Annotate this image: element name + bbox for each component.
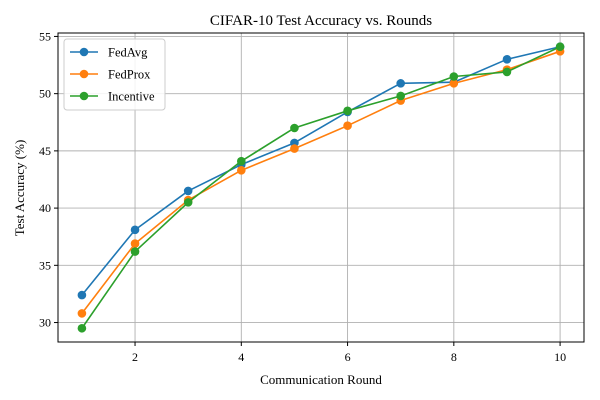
x-tick-label: 2 [132,350,138,364]
data-point-fedprox [449,79,459,88]
series-layer [77,42,565,333]
data-point-fedprox [343,121,352,130]
y-tick-label: 55 [39,29,51,43]
x-tick-label: 10 [554,350,566,364]
plot-frame [57,32,585,343]
x-tick-label: 8 [451,350,457,364]
series-line-incentive [81,46,561,329]
legend-label-fedprox: FedProx [108,68,151,82]
data-point-incentive [183,198,193,207]
data-point-fedprox [130,239,140,248]
data-point-fedprox [290,144,299,153]
legend-label-incentive: Incentive [108,90,155,104]
data-point-incentive [77,323,87,333]
x-tick-label: 4 [238,350,244,364]
data-point-incentive [290,123,299,133]
y-tick-label: 35 [39,258,51,272]
data-point-incentive [343,106,352,116]
ticks-layer: 2 4 6 8 10 30 35 40 45 50 55 [39,29,566,364]
data-point-fedprox [77,309,87,318]
data-point-fedavg [502,55,512,64]
legend-marker-fedavg [79,47,89,57]
data-point-incentive [237,156,246,166]
data-point-fedavg [130,225,140,235]
data-point-fedavg [77,290,87,300]
y-axis-label: Test Accuracy (%) [12,140,27,237]
x-axis-label: Communication Round [260,372,382,387]
legend-marker-incentive [79,91,89,101]
series-fedprox [77,47,565,318]
grid-layer [58,33,584,342]
data-point-fedavg [183,186,193,196]
data-point-incentive [396,91,405,101]
y-tick-label: 50 [39,87,51,101]
y-tick-label: 40 [39,201,51,215]
legend-label-fedavg: FedAvg [108,46,148,60]
series-line-fedavg [81,45,561,296]
data-point-fedprox [237,166,246,175]
y-tick-label: 30 [39,316,51,330]
chart-title: CIFAR-10 Test Accuracy vs. Rounds [210,13,432,29]
legend-box [63,38,166,111]
series-incentive [77,42,565,333]
legend-marker-fedprox [79,69,89,79]
data-point-fedavg [396,79,405,88]
data-point-incentive [555,42,565,52]
data-point-incentive [502,67,512,77]
x-tick-label: 6 [345,350,351,364]
y-tick-label: 45 [39,144,51,158]
legend: FedAvg FedProx Incentive [63,38,166,111]
data-point-incentive [130,247,140,256]
series-line-fedprox [81,50,561,314]
data-point-incentive [449,72,459,81]
